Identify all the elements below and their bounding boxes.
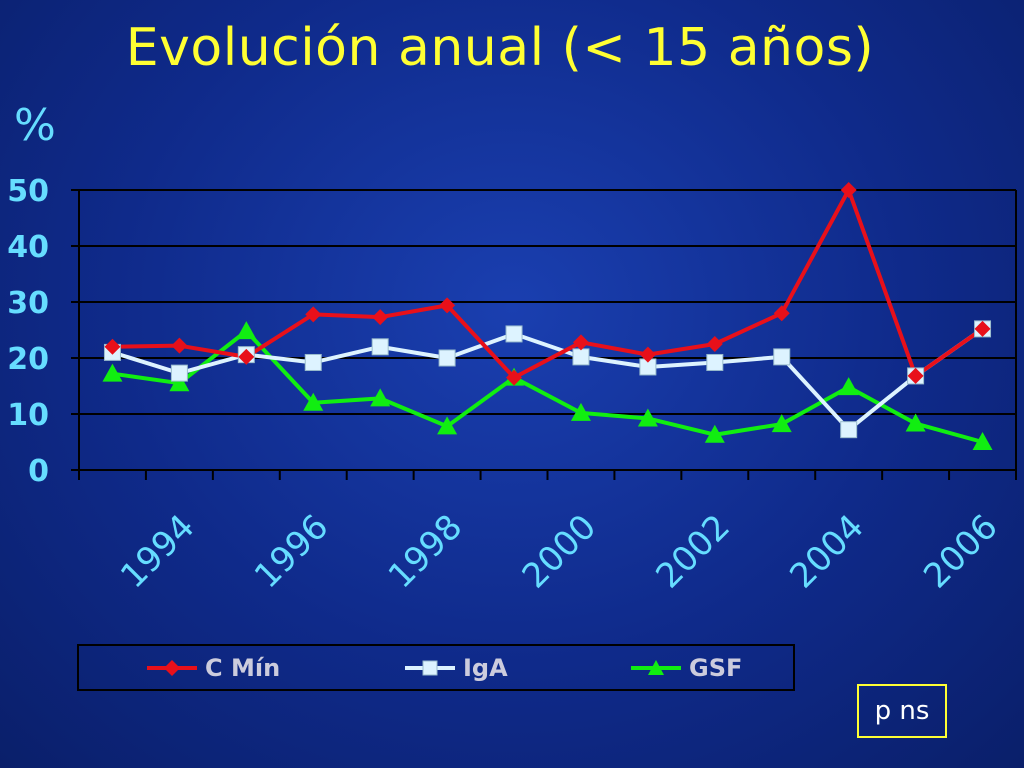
x-tick-labels: 1994 1996 1998 2000 2002 2004 2006 <box>113 507 1006 596</box>
series-line-square <box>111 327 984 432</box>
data-point-triangle <box>236 321 257 340</box>
y-tick-labels: 0 10 20 30 40 50 <box>7 174 49 489</box>
data-point-triangle <box>972 432 993 450</box>
y-tick-label: 20 <box>7 342 49 377</box>
x-tick-label: 2002 <box>649 507 738 596</box>
data-point-triangle <box>838 377 859 396</box>
data-point-square <box>371 338 389 356</box>
data-point-triangle <box>905 413 926 432</box>
data-point-triangle <box>704 424 725 443</box>
data-point-diamond <box>572 334 589 351</box>
data-point-triangle <box>169 373 190 392</box>
series-line-diamond <box>112 188 984 380</box>
y-axis-unit: % <box>14 100 56 151</box>
data-point-triangle <box>771 414 792 433</box>
chart-title: Evolución anual (< 15 años) <box>125 18 875 78</box>
grid-lines <box>79 189 1016 471</box>
data-point-diamond <box>974 320 991 337</box>
x-tick-label: 1996 <box>247 507 336 596</box>
x-tick-label: 1994 <box>113 507 202 596</box>
data-point-square <box>840 421 858 439</box>
data-point-diamond <box>773 305 790 322</box>
data-point-triangle <box>637 408 658 427</box>
legend-marker-gsf <box>631 659 681 675</box>
data-point-square <box>170 364 188 382</box>
data-point-diamond <box>372 309 389 326</box>
legend-item-iga: IgA <box>405 646 508 689</box>
data-point-square <box>505 325 523 343</box>
legend-marker-iga <box>405 660 455 675</box>
line-chart: 0 10 20 30 40 50 1994 1996 1998 2000 2002 2004 2006 <box>7 174 1017 596</box>
data-point-square <box>773 348 791 366</box>
data-point-triangle <box>570 402 591 421</box>
data-point-square <box>572 348 590 366</box>
data-point-diamond <box>305 306 322 323</box>
x-tick-label: 2006 <box>916 507 1005 596</box>
p-value-note: p ns <box>857 684 947 738</box>
axes <box>71 189 1017 480</box>
data-point-triangle <box>102 363 123 382</box>
legend-item-cmin: C Mín <box>147 646 280 689</box>
data-point-diamond <box>706 336 723 352</box>
x-tick-label: 2004 <box>782 507 871 596</box>
data-point-diamond <box>171 337 188 354</box>
data-point-diamond <box>907 367 924 384</box>
data-point-diamond <box>238 348 255 365</box>
data-point-diamond <box>104 338 121 355</box>
y-tick-label: 0 <box>28 454 49 489</box>
legend-marker-cmin <box>147 659 197 676</box>
legend-label-iga: IgA <box>463 653 508 682</box>
data-point-square <box>706 353 724 371</box>
data-point-diamond <box>506 369 523 386</box>
legend: C Mín IgA GSF <box>77 644 795 691</box>
series-line-triangle <box>112 329 984 444</box>
y-tick-label: 40 <box>7 230 49 265</box>
x-tick-label: 2000 <box>515 507 604 596</box>
legend-label-gsf: GSF <box>689 653 743 682</box>
y-tick-label: 50 <box>7 174 49 209</box>
data-point-square <box>438 349 456 367</box>
data-point-triangle <box>437 416 458 435</box>
data-point-diamond <box>840 182 857 198</box>
legend-label-cmin: C Mín <box>205 653 281 682</box>
data-point-diamond <box>639 346 656 363</box>
series-group <box>102 182 993 450</box>
y-tick-label: 10 <box>7 398 49 433</box>
legend-item-gsf: GSF <box>631 646 742 689</box>
y-tick-label: 30 <box>7 286 49 321</box>
data-point-triangle <box>303 392 324 411</box>
data-point-triangle <box>370 388 391 407</box>
x-tick-label: 1998 <box>381 507 470 596</box>
data-point-diamond <box>439 297 456 314</box>
data-point-square <box>304 353 322 371</box>
